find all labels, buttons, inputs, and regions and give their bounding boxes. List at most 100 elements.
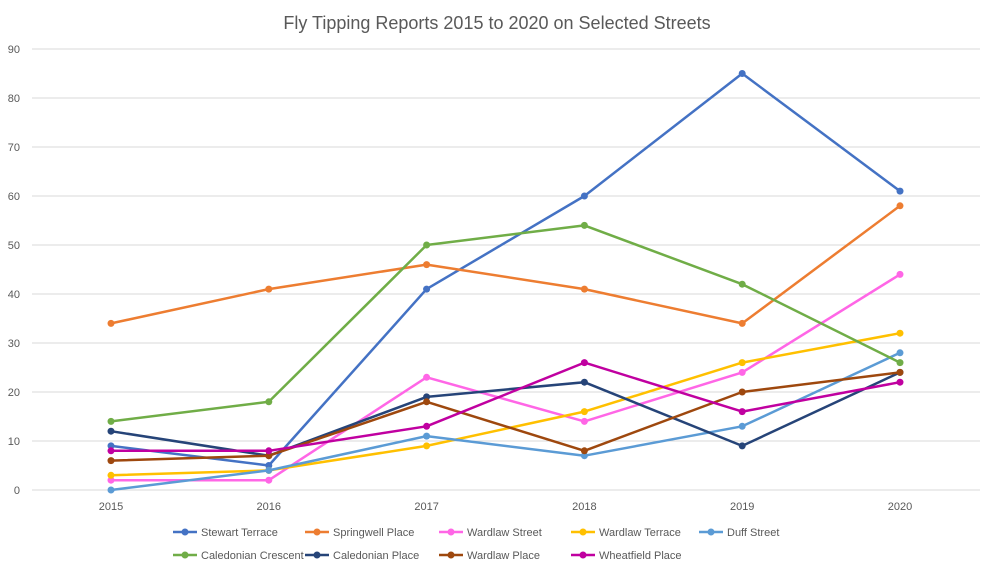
legend-item: Wardlaw Street	[439, 527, 542, 539]
data-point	[107, 486, 115, 494]
series-springwell-place	[107, 202, 904, 327]
x-tick-label: 2015	[99, 501, 123, 513]
series-line	[109, 331, 902, 477]
legend-label: Caledonian Crescent	[201, 550, 304, 562]
data-point	[265, 285, 273, 293]
legend-item: Springwell Place	[305, 527, 414, 539]
data-point	[107, 447, 115, 455]
legend-item: Stewart Terrace	[173, 527, 278, 539]
data-point	[896, 368, 904, 376]
y-tick-label: 50	[8, 240, 20, 252]
chart-title: Fly Tipping Reports 2015 to 2020 on Sele…	[283, 13, 710, 33]
x-tick-label: 2017	[414, 501, 438, 513]
data-point	[580, 408, 588, 416]
y-tick-label: 70	[8, 142, 20, 154]
legend-swatch-marker	[313, 551, 321, 559]
data-point	[896, 270, 904, 278]
data-point	[580, 378, 588, 386]
data-point	[423, 373, 431, 381]
data-point	[265, 452, 273, 460]
data-point	[580, 192, 588, 200]
data-point	[107, 457, 115, 465]
legend-label: Duff Street	[727, 527, 779, 539]
data-point	[738, 368, 746, 376]
data-point	[423, 432, 431, 440]
x-tick-label: 2018	[572, 501, 596, 513]
data-point	[423, 285, 431, 293]
data-point	[423, 241, 431, 249]
series-stewart-terrace	[107, 70, 904, 469]
data-point	[265, 466, 273, 474]
series-wheatfield-place	[107, 359, 904, 455]
x-tick-label: 2016	[257, 501, 281, 513]
data-point	[423, 393, 431, 401]
legend-item: Caledonian Place	[305, 550, 419, 562]
series-lines	[107, 70, 904, 494]
y-tick-label: 20	[8, 387, 20, 399]
gridlines	[32, 48, 980, 491]
series-line	[109, 351, 902, 492]
legend-label: Wardlaw Terrace	[599, 527, 681, 539]
legend-label: Springwell Place	[333, 527, 414, 539]
data-point	[107, 319, 115, 327]
series-caledonian-crescent	[107, 221, 904, 425]
legend-label: Wardlaw Place	[467, 550, 540, 562]
data-point	[423, 261, 431, 269]
x-tick-label: 2019	[730, 501, 754, 513]
y-tick-label: 80	[8, 93, 20, 105]
data-point	[580, 285, 588, 293]
data-point	[896, 329, 904, 337]
data-point	[896, 187, 904, 195]
legend-swatch-marker	[447, 528, 455, 536]
data-point	[738, 70, 746, 77]
series-line	[109, 72, 902, 467]
y-tick-label: 0	[14, 485, 20, 497]
series-line	[109, 361, 902, 453]
data-point	[265, 462, 273, 469]
legend-swatch-marker	[579, 551, 587, 559]
data-point	[738, 408, 746, 416]
data-point	[265, 398, 273, 406]
legend-item: Duff Street	[699, 527, 779, 539]
legend-label: Caledonian Place	[333, 550, 419, 562]
data-point	[580, 452, 588, 460]
series-line	[109, 204, 902, 325]
legend-label: Wheatfield Place	[599, 550, 682, 562]
legend: Stewart Terrace Springwell Place Wardlaw S…	[173, 527, 779, 562]
data-point	[580, 221, 588, 229]
legend-swatch-marker	[447, 551, 455, 559]
y-tick-label: 30	[8, 338, 20, 350]
data-point	[896, 378, 904, 386]
data-point	[265, 476, 273, 484]
series-line	[109, 273, 902, 482]
data-point	[896, 349, 904, 357]
data-point	[738, 359, 746, 367]
data-point	[738, 442, 746, 450]
x-axis-ticks: 2015 2016 2017 2018 2019 2020	[99, 501, 912, 513]
data-point	[580, 359, 588, 367]
series-line	[109, 371, 902, 462]
data-point	[423, 398, 431, 406]
legend-swatch-marker	[579, 528, 587, 536]
data-point	[896, 359, 904, 367]
legend-item: Wardlaw Terrace	[571, 527, 681, 539]
legend-swatch-marker	[313, 528, 321, 536]
series-wardlaw-street	[107, 270, 904, 484]
data-point	[423, 422, 431, 430]
legend-item: Wardlaw Place	[439, 550, 540, 562]
y-tick-label: 40	[8, 289, 20, 301]
x-tick-label: 2020	[888, 501, 912, 513]
series-line	[109, 224, 902, 423]
legend-item: Wheatfield Place	[571, 550, 682, 562]
data-point	[580, 447, 588, 455]
data-point	[107, 476, 115, 484]
data-point	[107, 471, 115, 479]
data-point	[107, 427, 115, 435]
data-point	[738, 280, 746, 288]
legend-swatch-marker	[181, 551, 189, 559]
data-point	[580, 417, 588, 425]
y-tick-label: 10	[8, 436, 20, 448]
